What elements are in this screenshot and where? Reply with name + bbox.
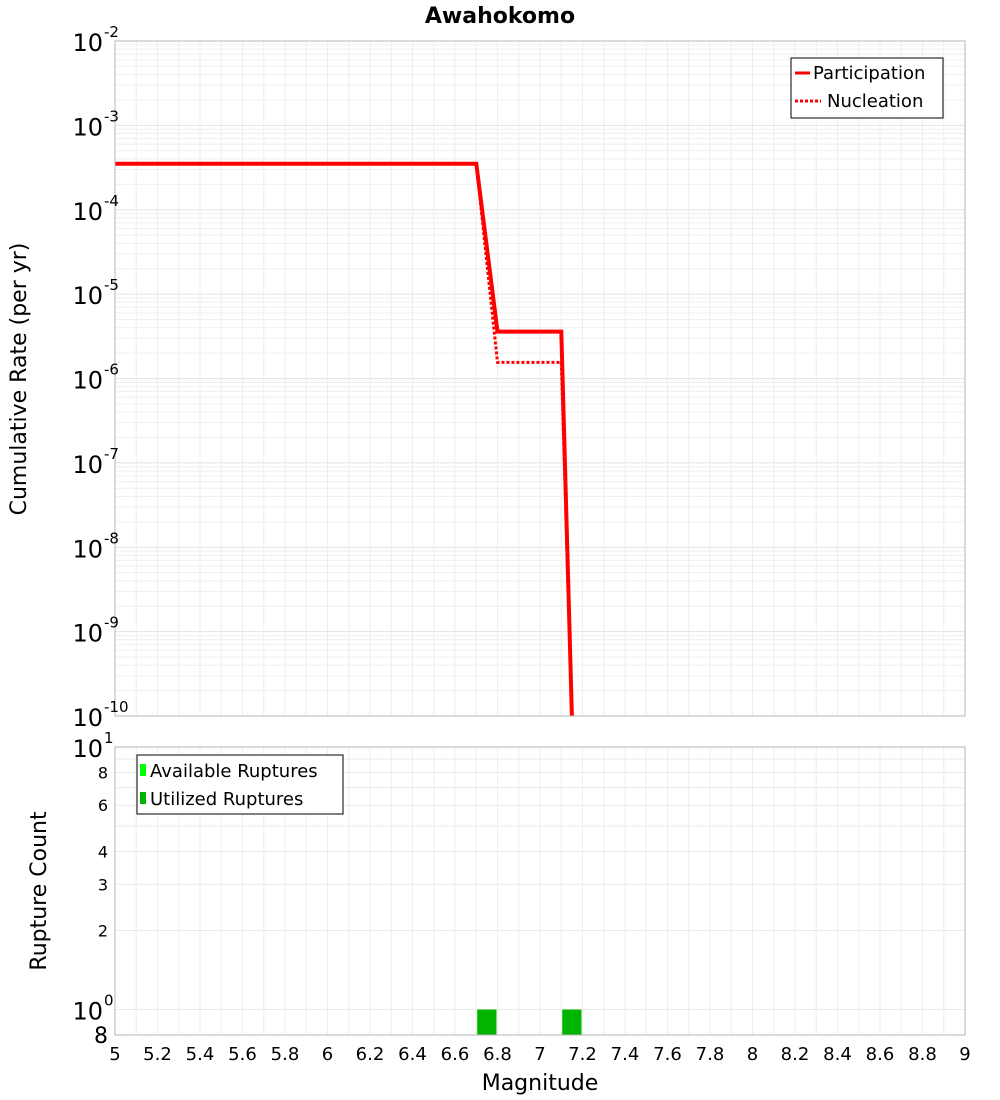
- top-y-tick-base: 10: [72, 704, 103, 732]
- top-y-tick-base: 10: [72, 620, 103, 648]
- x-tick-label: 5: [109, 1044, 120, 1065]
- x-tick-label: 7.2: [568, 1044, 597, 1065]
- top-y-tick-label: 10 -4: [72, 192, 119, 226]
- top-plot-frame: [114, 40, 966, 717]
- x-tick-label: 8: [747, 1044, 758, 1065]
- bottom-y-tick-exponent: 0: [104, 992, 114, 1010]
- top-y-tick-exponent: -5: [104, 276, 119, 294]
- bottom-legend: Available Ruptures Utilized Ruptures: [136, 754, 344, 815]
- top-y-tick-exponent: -3: [104, 107, 119, 125]
- bottom-y-major-label: 10 0: [72, 992, 113, 1026]
- top-y-tick-base: 10: [72, 29, 103, 57]
- bottom-y-tick-label: 3: [98, 875, 108, 894]
- top-y-tick-exponent: -2: [104, 23, 119, 41]
- bottom-bars: [477, 1009, 582, 1035]
- top-y-tick-label: 10 -7: [72, 445, 119, 479]
- utilized-rupture-bar: [562, 1009, 582, 1035]
- top-y-tick-label: 10 -8: [72, 529, 119, 563]
- top-y-tick-exponent: -4: [104, 192, 119, 210]
- top-y-tick-base: 10: [72, 535, 103, 563]
- top-y-tick-exponent: -7: [104, 445, 119, 463]
- series-line-participation: [115, 161, 574, 717]
- x-tick-label: 7.4: [611, 1044, 640, 1065]
- bottom-y-tick-base: 10: [72, 735, 103, 763]
- series-line-nucleation: [115, 162, 574, 717]
- top-legend-box: [790, 57, 944, 119]
- bottom-x-ticks: 5 5.2 5.4 5.6 5.8 6 6.2 6.4 6.6 6.8 7 7.2 7.4 7.6 7.8 8…: [109, 1044, 970, 1065]
- x-tick-label: 5.4: [186, 1044, 215, 1065]
- legend-utilized-swatch: [140, 792, 146, 804]
- bottom-y-tick-label: 4: [98, 842, 108, 861]
- top-grid: [114, 41, 966, 717]
- legend-nucleation-label: Nucleation: [827, 91, 923, 112]
- bottom-y-tick-base: 10: [72, 998, 103, 1026]
- legend-utilized-label: Utilized Ruptures: [150, 789, 303, 810]
- x-tick-label: 6.4: [398, 1044, 427, 1065]
- x-tick-label: 6.2: [356, 1044, 385, 1065]
- x-axis-label: Magnitude: [482, 1071, 599, 1096]
- bottom-y-tick-label: 2: [98, 922, 108, 941]
- top-legend: Participation Nucleation: [790, 57, 944, 119]
- top-y-tick-label: 10 -10: [72, 698, 128, 732]
- top-y-tick-label: 10 -6: [72, 361, 119, 395]
- x-tick-label: 5.6: [228, 1044, 257, 1065]
- legend-available-label: Available Ruptures: [150, 761, 318, 782]
- top-y-tick-label: 10 -2: [72, 23, 119, 57]
- top-y-ticks: 10-210-310-410-510-610-710-810-910-10: [72, 23, 128, 732]
- bottom-y-tick-label-min: 8: [94, 1024, 108, 1049]
- chart-title: Awahokomo: [425, 4, 575, 29]
- top-y-tick-base: 10: [72, 282, 103, 310]
- top-y-tick-exponent: -6: [104, 361, 119, 379]
- top-y-tick-base: 10: [72, 367, 103, 395]
- utilized-rupture-bar: [477, 1009, 497, 1035]
- x-tick-label: 6.6: [441, 1044, 470, 1065]
- bottom-plot-frame: [114, 746, 966, 1036]
- top-y-tick-exponent: -10: [104, 698, 129, 716]
- top-series: [115, 161, 574, 717]
- bottom-y-axis-label: Rupture Count: [27, 811, 52, 971]
- top-y-tick-exponent: -9: [104, 614, 119, 632]
- x-tick-label: 8.8: [908, 1044, 937, 1065]
- top-y-tick-base: 10: [72, 113, 103, 141]
- x-tick-label: 6.8: [483, 1044, 512, 1065]
- top-y-tick-exponent: -8: [104, 529, 119, 547]
- top-y-tick-label: 10 -3: [72, 107, 119, 141]
- x-tick-label: 6: [322, 1044, 333, 1065]
- x-tick-label: 7.8: [696, 1044, 725, 1065]
- top-y-tick-label: 10 -9: [72, 614, 119, 648]
- bottom-y-tick-exponent: 1: [104, 729, 114, 747]
- x-tick-label: 7: [534, 1044, 545, 1065]
- bottom-y-tick-label: 6: [98, 796, 108, 815]
- legend-available-swatch: [140, 764, 146, 776]
- top-y-axis-label: Cumulative Rate (per yr): [7, 243, 32, 516]
- top-y-tick-label: 10 -5: [72, 276, 119, 310]
- top-y-tick-base: 10: [72, 198, 103, 226]
- x-tick-label: 8.2: [781, 1044, 810, 1065]
- x-tick-label: 7.6: [653, 1044, 682, 1065]
- x-tick-label: 5.8: [271, 1044, 300, 1065]
- legend-participation-label: Participation: [813, 63, 925, 84]
- x-tick-label: 5.2: [143, 1044, 172, 1065]
- bottom-y-tick-label: 8: [98, 763, 108, 782]
- bottom-y-major-label: 10 1: [72, 729, 113, 763]
- x-tick-label: 9: [959, 1044, 970, 1065]
- x-tick-label: 8.4: [823, 1044, 852, 1065]
- top-y-tick-base: 10: [72, 451, 103, 479]
- bottom-legend-box: [136, 754, 344, 815]
- x-tick-label: 8.6: [866, 1044, 895, 1065]
